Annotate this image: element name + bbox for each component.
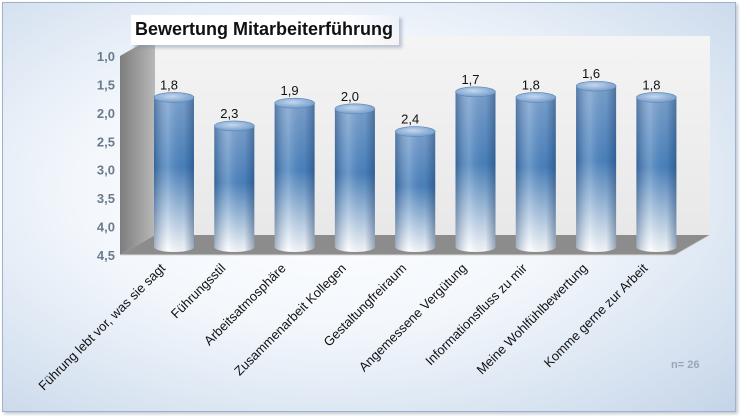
bar-shading	[154, 97, 194, 252]
chart-floor-edge	[674, 234, 711, 256]
x-category-label: Angemessene Vergütung	[356, 261, 470, 375]
x-category-label: Führungsstil	[168, 260, 229, 321]
bar-cap	[214, 120, 255, 132]
bar-cap	[274, 97, 315, 109]
bar	[455, 86, 496, 252]
x-category-label: Komme gerne zur Arbeit	[541, 260, 651, 370]
data-label: 1,9	[281, 83, 299, 98]
bar-shading	[576, 86, 617, 252]
bar	[153, 92, 195, 252]
data-label: 2,4	[401, 112, 419, 127]
bar	[274, 97, 315, 253]
chart-frame: 1,0 1,5 2,0 2,5 3,0 3,5 4,0 4,5 1,8 2,3 1,9 2,0 2,4 1…	[2, 2, 736, 412]
y-tick-label: 3,5	[97, 191, 115, 206]
bar	[214, 120, 255, 252]
data-label: 2,0	[341, 89, 359, 104]
data-label: 1,8	[522, 77, 540, 92]
bar-shading	[636, 97, 677, 252]
sample-size-label: n= 26	[671, 359, 700, 371]
bar-cap	[153, 92, 195, 103]
data-label: 1,6	[582, 66, 600, 81]
bar	[334, 103, 376, 252]
bar-shading	[214, 125, 255, 252]
data-label: 2,3	[220, 106, 238, 121]
y-tick-label: 1,0	[97, 49, 115, 64]
bar-chart: 1,0 1,5 2,0 2,5 3,0 3,5 4,0 4,5 1,8 2,3 1,9 2,0 2,4 1…	[35, 36, 711, 393]
y-tick-label: 2,5	[97, 134, 115, 149]
bar-cap	[455, 86, 496, 98]
x-category-label: Führung lebt vor, was sie sagt	[35, 260, 168, 393]
bar	[636, 92, 677, 252]
bar-cap	[575, 80, 617, 92]
bar	[394, 126, 436, 252]
bar	[515, 92, 557, 252]
chart-title: Bewertung Mitarbeiterführung	[131, 15, 400, 45]
x-category-label: Zusammenarbeit Kollegen	[231, 261, 349, 379]
chart-side-wall	[120, 36, 155, 255]
data-label: 1,7	[461, 72, 479, 87]
x-category-label: Meine Wohlfühlbewertung	[473, 261, 590, 378]
bar-cap	[334, 103, 376, 115]
bar-shading	[395, 131, 436, 252]
bar-shading	[455, 91, 496, 252]
y-tick-label: 2,0	[97, 106, 115, 121]
bar-cap	[394, 126, 436, 137]
y-tick-label: 1,5	[97, 77, 115, 92]
x-category-label: Informationsfluss zu mir	[422, 260, 530, 368]
y-tick-label: 4,0	[97, 220, 115, 235]
bar-shading	[274, 103, 315, 253]
data-label: 1,8	[160, 77, 178, 92]
bar-shading	[515, 97, 556, 252]
data-label: 1,8	[642, 77, 660, 92]
bar-cap	[515, 92, 557, 103]
bar-shading	[334, 108, 375, 252]
y-tick-label: 3,0	[97, 163, 115, 178]
y-tick-label: 4,5	[97, 248, 115, 263]
bar	[575, 80, 617, 252]
bar-cap	[636, 92, 677, 103]
